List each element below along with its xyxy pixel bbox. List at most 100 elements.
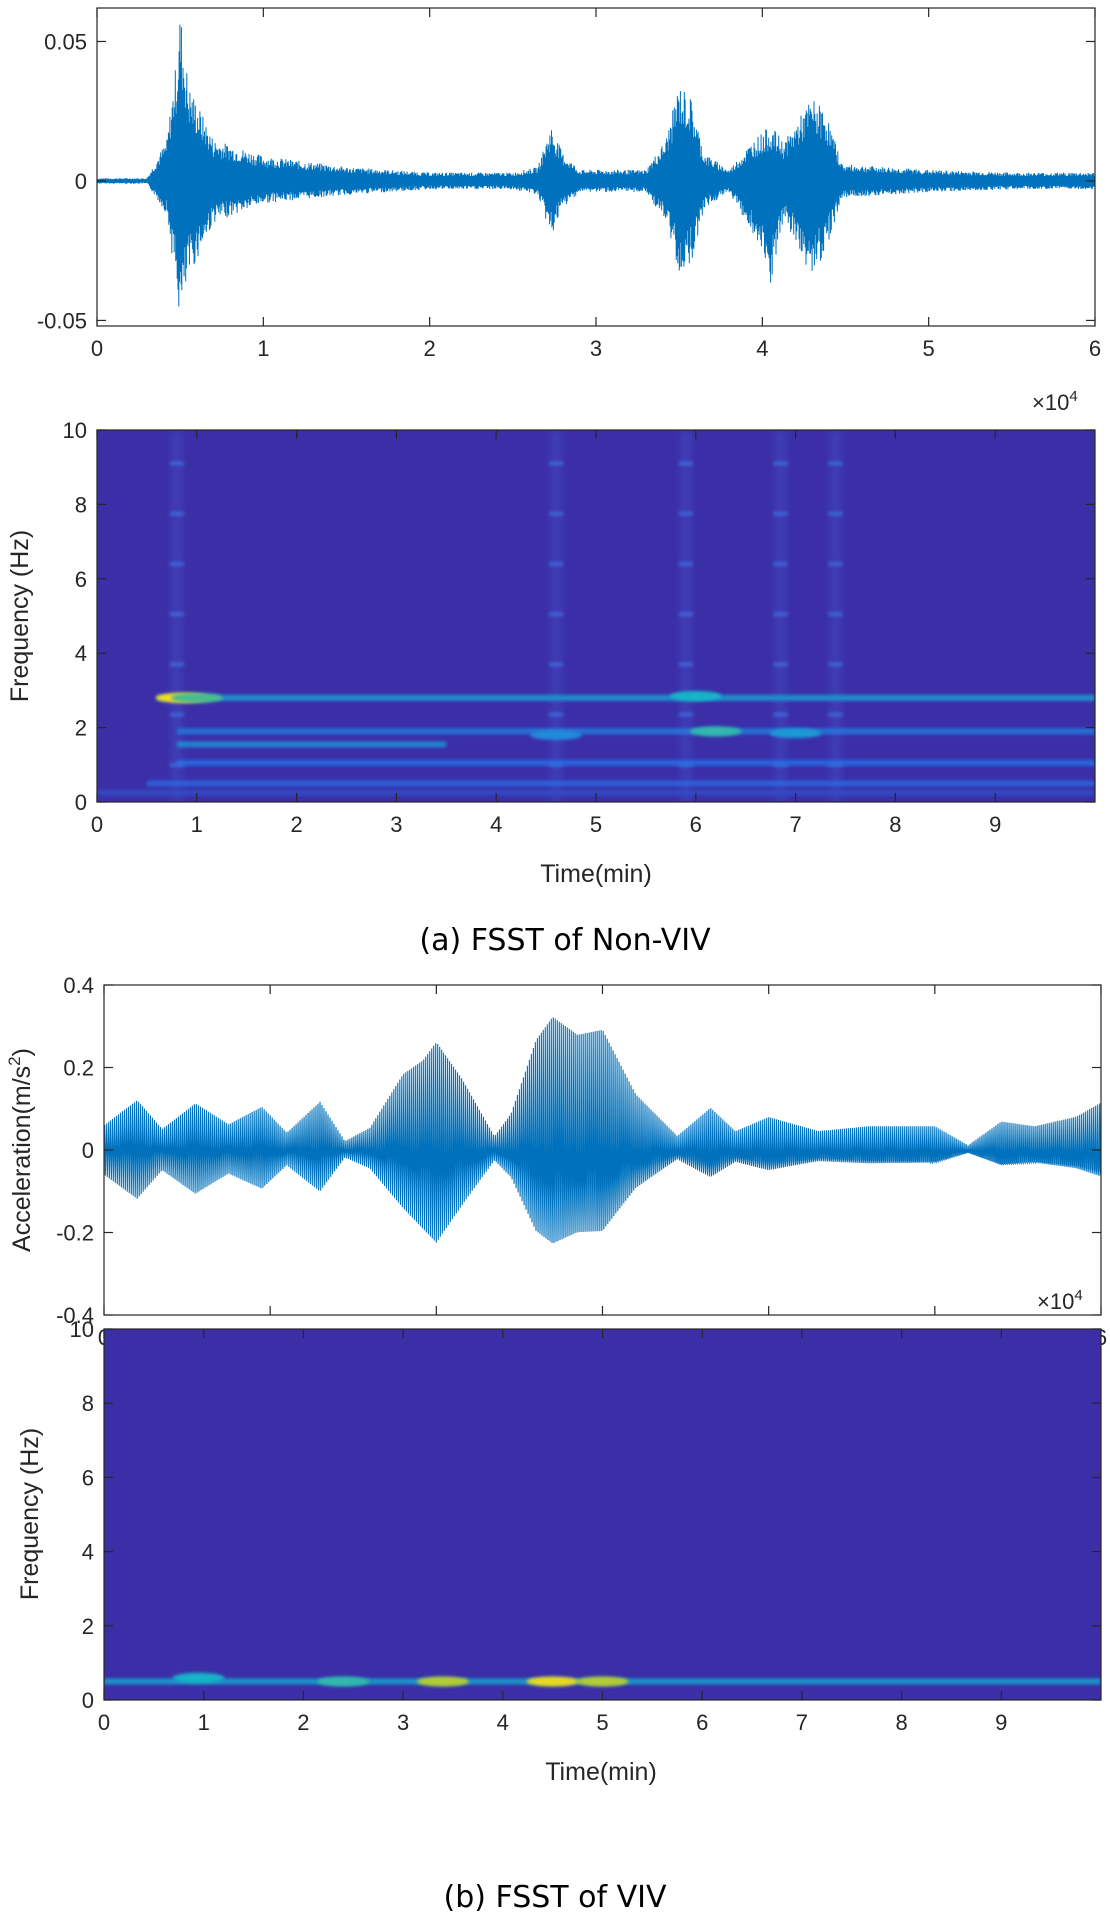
panel-b-x-axis-label: Time(min) [545, 1758, 657, 1786]
energy-hotspot [576, 1676, 629, 1687]
panel-a-spectrogram-yticks: 0 2 4 6 8 10 [63, 418, 1095, 815]
event-harmonic [828, 561, 843, 566]
x-tick-label: 3 [397, 1710, 409, 1735]
event-harmonic [828, 662, 843, 667]
panel-a-signal-trace [96, 24, 1096, 307]
event-harmonic [169, 461, 184, 466]
y-tick-label: 10 [70, 1317, 94, 1342]
x-tick-label: 6 [696, 1710, 708, 1735]
panel-a-spectrogram-xticks: 0 1 2 3 4 5 6 7 8 9 [91, 430, 1001, 837]
x-tick-label: 0 [91, 336, 103, 361]
y-tick-label: 0.2 [63, 1056, 94, 1081]
panel-b-caption: (b) FSST of VIV [443, 1880, 666, 1915]
x-tick-label: 3 [390, 812, 402, 837]
event-harmonic [549, 511, 564, 516]
event-harmonic [773, 712, 788, 717]
panel-b-spectrogram-heatmap [104, 1329, 1101, 1700]
panel-b-y-axis-label: Acceleration(m/s2) [5, 1048, 36, 1252]
event-harmonic [169, 561, 184, 566]
event-harmonic [828, 712, 843, 717]
x-tick-label: 4 [490, 812, 502, 837]
x-tick-label: 3 [590, 336, 602, 361]
event-harmonic [828, 612, 843, 617]
y-tick-label: -0.4 [56, 1303, 94, 1328]
event-harmonic [773, 461, 788, 466]
event-harmonic [678, 712, 693, 717]
x-tick-label: 5 [590, 812, 602, 837]
energy-hotspot [769, 728, 822, 739]
event-harmonic [549, 561, 564, 566]
energy-hotspot [530, 730, 583, 741]
energy-hotspot [526, 1676, 579, 1687]
y-tick-label: 6 [82, 1465, 94, 1490]
spectrogram-background [104, 1329, 1101, 1700]
x-tick-label: 0 [91, 812, 103, 837]
event-harmonic [549, 612, 564, 617]
signal-line [103, 1017, 1102, 1244]
y-tick-label: 0 [82, 1138, 94, 1163]
panel-b-spectrogram: 0 1 2 3 4 5 6 7 8 9 0 2 4 6 8 10 Time(min) Frequency (… [16, 1317, 1102, 1786]
energy-hotspot [416, 1676, 469, 1687]
event-harmonic [678, 461, 693, 466]
y-tick-label: 4 [82, 1540, 94, 1565]
panel-a-x-axis-label: Time(min) [540, 860, 652, 888]
x-tick-label: 4 [756, 336, 768, 361]
energy-hotspot [669, 690, 722, 701]
event-harmonic [169, 511, 184, 516]
event-harmonic [773, 511, 788, 516]
x-tick-label: 9 [995, 1710, 1007, 1735]
y-tick-label: 0 [82, 1688, 94, 1713]
y-tick-label: 4 [75, 641, 87, 666]
panel-a-signal-xticks: 0 1 2 3 4 5 6 [91, 8, 1101, 361]
y-tick-label: 0.4 [63, 973, 94, 998]
y-tick-label: 2 [75, 716, 87, 741]
y-tick-label: 8 [75, 492, 87, 517]
x-tick-label: 9 [989, 812, 1001, 837]
frequency-band [97, 789, 1095, 796]
panel-a-caption: (a) FSST of Non-VIV [419, 923, 711, 958]
frequency-band [176, 741, 447, 748]
frequency-band [146, 780, 1095, 787]
x-tick-label: 5 [596, 1710, 608, 1735]
x-tick-label: 1 [191, 812, 203, 837]
panel-b-signal-yticks: -0.4 -0.2 0 0.2 0.4 [56, 973, 1101, 1328]
frequency-band [176, 728, 1095, 735]
panel-b-spectrogram-yticks: 0 2 4 6 8 10 [70, 1317, 1101, 1713]
event-harmonic [773, 662, 788, 667]
energy-hotspot [689, 726, 742, 737]
energy-hotspot [172, 1672, 225, 1683]
energy-hotspot [170, 692, 223, 703]
event-harmonic [169, 612, 184, 617]
panel-a-signal-yticks: -0.05 0 0.05 [37, 29, 1095, 333]
x-tick-label: 6 [1089, 336, 1101, 361]
event-harmonic [678, 662, 693, 667]
event-harmonic [169, 712, 184, 717]
event-harmonic [549, 461, 564, 466]
event-harmonic [549, 662, 564, 667]
panel-b-spectrogram-xticks: 0 1 2 3 4 5 6 7 8 9 [98, 1329, 1007, 1735]
x-tick-label: 8 [889, 812, 901, 837]
panel-a-spectrogram-heatmap [97, 430, 1095, 802]
y-tick-label: 2 [82, 1614, 94, 1639]
x-tick-label: 2 [290, 812, 302, 837]
event-harmonic [678, 511, 693, 516]
panel-a-x-multiplier: ×104 [1032, 388, 1078, 415]
spectrogram-background [97, 430, 1095, 802]
event-harmonic [773, 561, 788, 566]
x-tick-label: 2 [424, 336, 436, 361]
event-harmonic [678, 561, 693, 566]
x-tick-label: 0 [98, 1710, 110, 1735]
y-tick-label: 8 [82, 1391, 94, 1416]
event-harmonic [828, 461, 843, 466]
x-tick-label: 8 [895, 1710, 907, 1735]
event-harmonic [773, 612, 788, 617]
y-tick-label: 10 [63, 418, 87, 443]
y-tick-label: 0 [75, 790, 87, 815]
x-tick-label: 1 [257, 336, 269, 361]
event-harmonic [678, 612, 693, 617]
event-harmonic [169, 662, 184, 667]
frequency-band [156, 694, 1095, 701]
